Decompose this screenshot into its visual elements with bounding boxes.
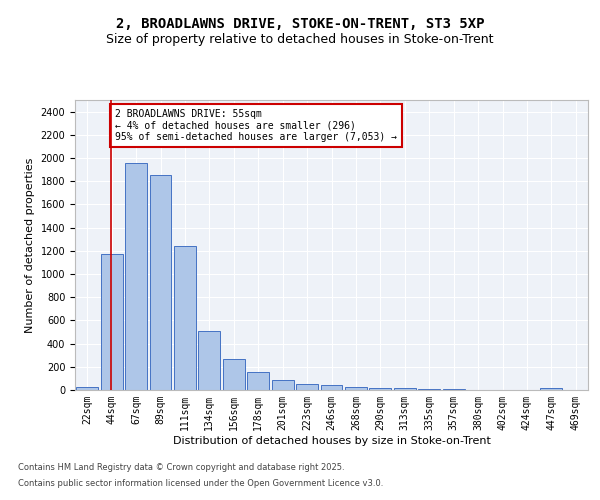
Bar [296,384,318,390]
X-axis label: Distribution of detached houses by size in Stoke-on-Trent: Distribution of detached houses by size … [173,436,490,446]
Bar [247,372,269,390]
Bar [345,387,367,390]
Bar [320,385,343,390]
Bar [223,358,245,390]
Bar [149,175,172,390]
Y-axis label: Number of detached properties: Number of detached properties [25,158,35,332]
Bar [370,388,391,390]
Bar [394,388,416,390]
Text: Size of property relative to detached houses in Stoke-on-Trent: Size of property relative to detached ho… [106,32,494,46]
Text: 2 BROADLAWNS DRIVE: 55sqm
← 4% of detached houses are smaller (296)
95% of semi-: 2 BROADLAWNS DRIVE: 55sqm ← 4% of detach… [115,110,397,142]
Bar [125,162,147,390]
Text: 2, BROADLAWNS DRIVE, STOKE-ON-TRENT, ST3 5XP: 2, BROADLAWNS DRIVE, STOKE-ON-TRENT, ST3… [116,18,484,32]
Text: Contains public sector information licensed under the Open Government Licence v3: Contains public sector information licen… [18,478,383,488]
Bar [174,246,196,390]
Bar [199,331,220,390]
Bar [272,380,293,390]
Text: Contains HM Land Registry data © Crown copyright and database right 2025.: Contains HM Land Registry data © Crown c… [18,464,344,472]
Bar [101,254,122,390]
Bar [541,388,562,390]
Bar [76,386,98,390]
